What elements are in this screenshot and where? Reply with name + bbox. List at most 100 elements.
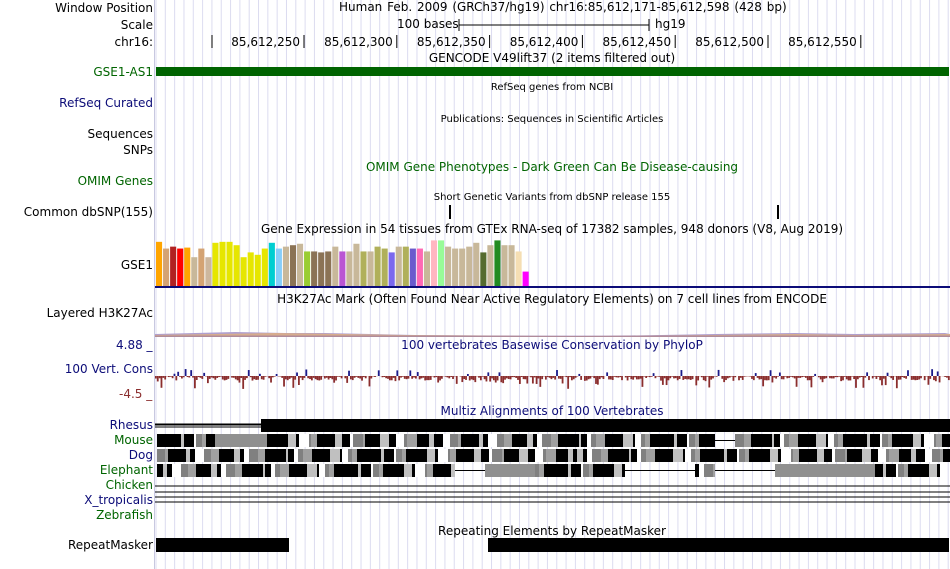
rmsk-track-title: Repeating Elements by RepeatMasker: [438, 524, 666, 538]
cons-value-bar: [331, 376, 334, 380]
cons-value-bar: [524, 376, 527, 380]
alignment-block: [451, 464, 455, 477]
cons-value-bar: [327, 376, 330, 380]
omim-track-title: OMIM Gene Phenotypes - Dark Green Can Be…: [365, 160, 739, 174]
multiz-species-label-elephant[interactable]: Elephant: [99, 463, 153, 477]
cons-value-bar: [797, 376, 800, 378]
cons-track-label[interactable]: 100 Vert. Cons: [64, 362, 153, 376]
cons-value-bar: [494, 376, 497, 383]
alignment-block: [662, 449, 670, 462]
cons-value-bar: [437, 376, 440, 383]
cons-value-bar: [305, 369, 308, 376]
cons-value-bar: [695, 376, 698, 386]
multiz-species-label-mouse[interactable]: Mouse: [114, 433, 153, 447]
multiz-species-label-x_tropicalis[interactable]: X_tropicalis: [84, 493, 153, 507]
cons-value-bar: [323, 376, 326, 379]
dbsnp-track-label[interactable]: Common dbSNP(155): [23, 205, 153, 219]
alignment-block: [288, 449, 294, 462]
cons-value-bar: [485, 376, 488, 382]
alignment-block: [307, 464, 317, 477]
gtex-tissue-bar: [304, 251, 311, 286]
omim-track-label[interactable]: OMIM Genes: [77, 174, 153, 188]
alignment-block: [474, 449, 481, 462]
cons-value-bar: [219, 376, 222, 377]
cons-value-bar: [686, 376, 688, 380]
gtex-tissue-bar: [430, 240, 438, 286]
refseq-track-label[interactable]: RefSeq Curated: [59, 96, 153, 110]
cons-value-bar: [615, 376, 618, 378]
alignment-block: [404, 434, 407, 447]
cons-value-bar: [522, 376, 525, 380]
cons-value-bar: [368, 376, 371, 387]
multiz-species-label-zebrafish[interactable]: Zebrafish: [96, 508, 153, 522]
h3k27ac-track-label[interactable]: Layered H3K27Ac: [46, 306, 153, 320]
cons-value-bar: [565, 376, 568, 378]
cons-value-bar: [617, 376, 620, 378]
cons-value-bar: [888, 376, 891, 377]
conservation-graph[interactable]: [155, 352, 950, 400]
dbsnp-variant-mark[interactable]: [777, 205, 779, 219]
alignment-block: [380, 434, 389, 447]
cons-value-bar: [773, 376, 776, 378]
dbsnp-variant-mark[interactable]: [449, 205, 451, 219]
alignment-block: [365, 434, 371, 447]
cons-value-bar: [416, 372, 419, 376]
gtex-track-label[interactable]: GSE1: [120, 258, 153, 272]
gencode-gene-feature[interactable]: [156, 67, 949, 76]
alignment-block: [384, 449, 394, 462]
cons-value-bar: [929, 376, 932, 379]
window-position-value[interactable]: Human Feb. 2009 (GRCh37/hg19) chr16:85,6…: [339, 0, 787, 14]
ruler-tick-label: 85,612,450: [602, 35, 672, 49]
alignment-block: [601, 449, 608, 462]
alignment-block: [465, 449, 474, 462]
multiz-species-label-dog[interactable]: Dog: [128, 448, 153, 462]
cons-value-bar: [838, 376, 841, 377]
cons-value-bar: [884, 376, 887, 386]
gtex-tissue-bar: [282, 246, 289, 286]
cons-value-bar: [626, 376, 629, 381]
gtex-tissue-bar: [480, 252, 487, 286]
multiz-alignment-graph[interactable]: [155, 418, 950, 526]
gtex-tissue-bar: [226, 241, 233, 286]
repeat-element[interactable]: [488, 538, 949, 552]
gencode-track-label[interactable]: GSE1-AS1: [93, 65, 153, 79]
alignment-block: [215, 434, 267, 447]
alignment-block: [443, 434, 450, 447]
alignment-block: [433, 464, 437, 477]
gtex-tissue-bar: [360, 251, 367, 286]
alignment-block: [343, 464, 350, 477]
cons-value-bar: [596, 376, 599, 385]
alignment-block: [593, 464, 598, 477]
alignment-block: [799, 449, 803, 462]
base-ruler[interactable]: [155, 33, 950, 51]
cons-value-bar: [448, 376, 451, 379]
snps-track-label[interactable]: SNPs: [123, 143, 153, 157]
cons-value-bar: [569, 376, 571, 378]
repeat-element[interactable]: [156, 538, 289, 552]
gtex-tissue-bar: [367, 251, 374, 286]
cons-value-bar: [353, 376, 356, 378]
alignment-block: [695, 449, 700, 462]
pubs-track-label[interactable]: Sequences: [87, 127, 153, 141]
gtex-tissue-bar: [297, 243, 304, 286]
cons-value-bar: [214, 376, 217, 380]
gtex-expression-graph[interactable]: [155, 236, 950, 288]
cons-value-bar: [383, 376, 386, 378]
cons-value-bar: [752, 376, 755, 381]
multiz-species-label-chicken[interactable]: Chicken: [105, 478, 153, 492]
cons-value-bar: [598, 376, 601, 380]
alignment-block: [929, 464, 937, 477]
alignment-block: [700, 449, 709, 462]
cons-value-bar: [680, 370, 683, 376]
rmsk-track-label[interactable]: RepeatMasker: [67, 538, 153, 552]
cons-value-bar: [810, 376, 813, 388]
h3k27ac-signal[interactable]: [155, 328, 950, 338]
alignment-block: [936, 434, 942, 447]
alignment-block: [886, 464, 896, 477]
cons-value-bar: [541, 376, 544, 380]
multiz-species-label-rhesus[interactable]: Rhesus: [109, 418, 153, 432]
ruler-tick-label: 85,612,350: [416, 35, 486, 49]
cons-value-bar: [702, 376, 705, 381]
alignment-block: [906, 434, 913, 447]
alignment-block: [163, 464, 167, 477]
